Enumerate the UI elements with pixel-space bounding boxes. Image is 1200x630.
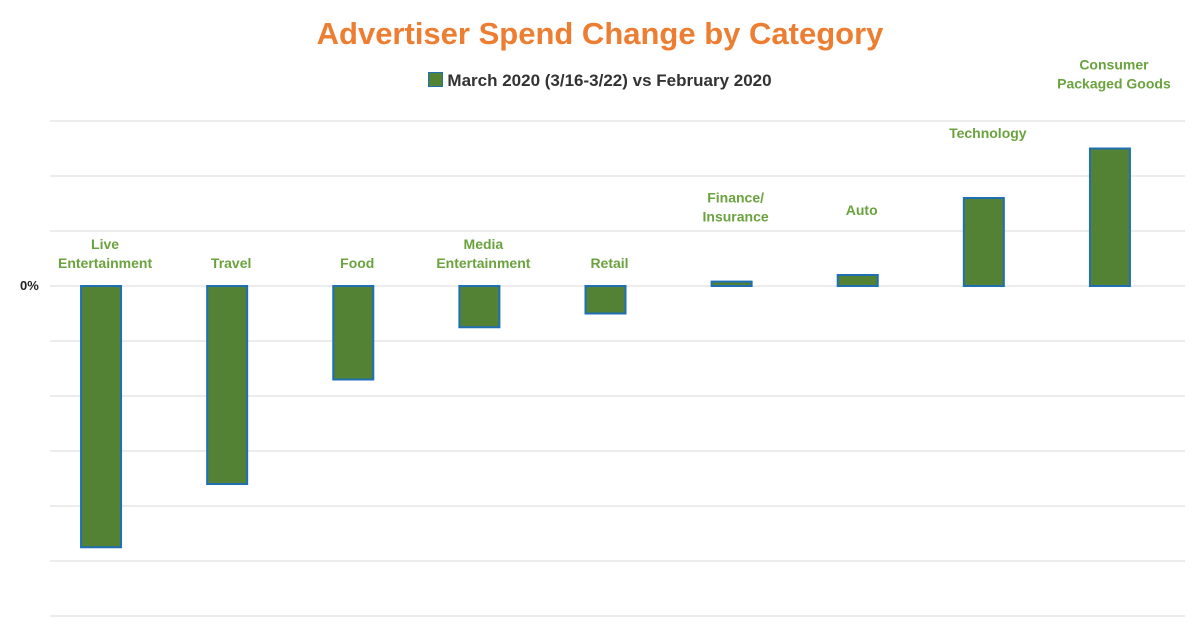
bar <box>836 274 879 287</box>
bar <box>80 285 123 549</box>
category-label: Finance/Insurance <box>703 190 769 225</box>
bar <box>458 285 501 329</box>
chart-title: Advertiser Spend Change by Category <box>316 16 884 51</box>
y-tick-label: 0% <box>20 278 39 293</box>
legend-swatch <box>428 72 444 87</box>
category-label: Technology <box>949 125 1027 141</box>
category-label: Live Entertainment <box>58 236 152 271</box>
bar <box>206 285 249 485</box>
legend: March 2020 (3/16-3/22) vs February 2020 <box>0 71 1200 91</box>
bar <box>584 285 627 315</box>
bar <box>332 285 375 381</box>
category-label: Retail <box>590 255 628 271</box>
category-label: Auto <box>846 202 878 218</box>
bar <box>710 280 753 288</box>
bar <box>962 197 1005 287</box>
category-label: Consumer Packaged Goods <box>1057 57 1171 92</box>
category-label: Food <box>340 255 374 271</box>
bar <box>1088 147 1131 287</box>
legend-label: March 2020 (3/16-3/22) vs February 2020 <box>447 71 772 90</box>
category-label: Media Entertainment <box>436 236 530 271</box>
category-label: Travel <box>211 255 251 271</box>
